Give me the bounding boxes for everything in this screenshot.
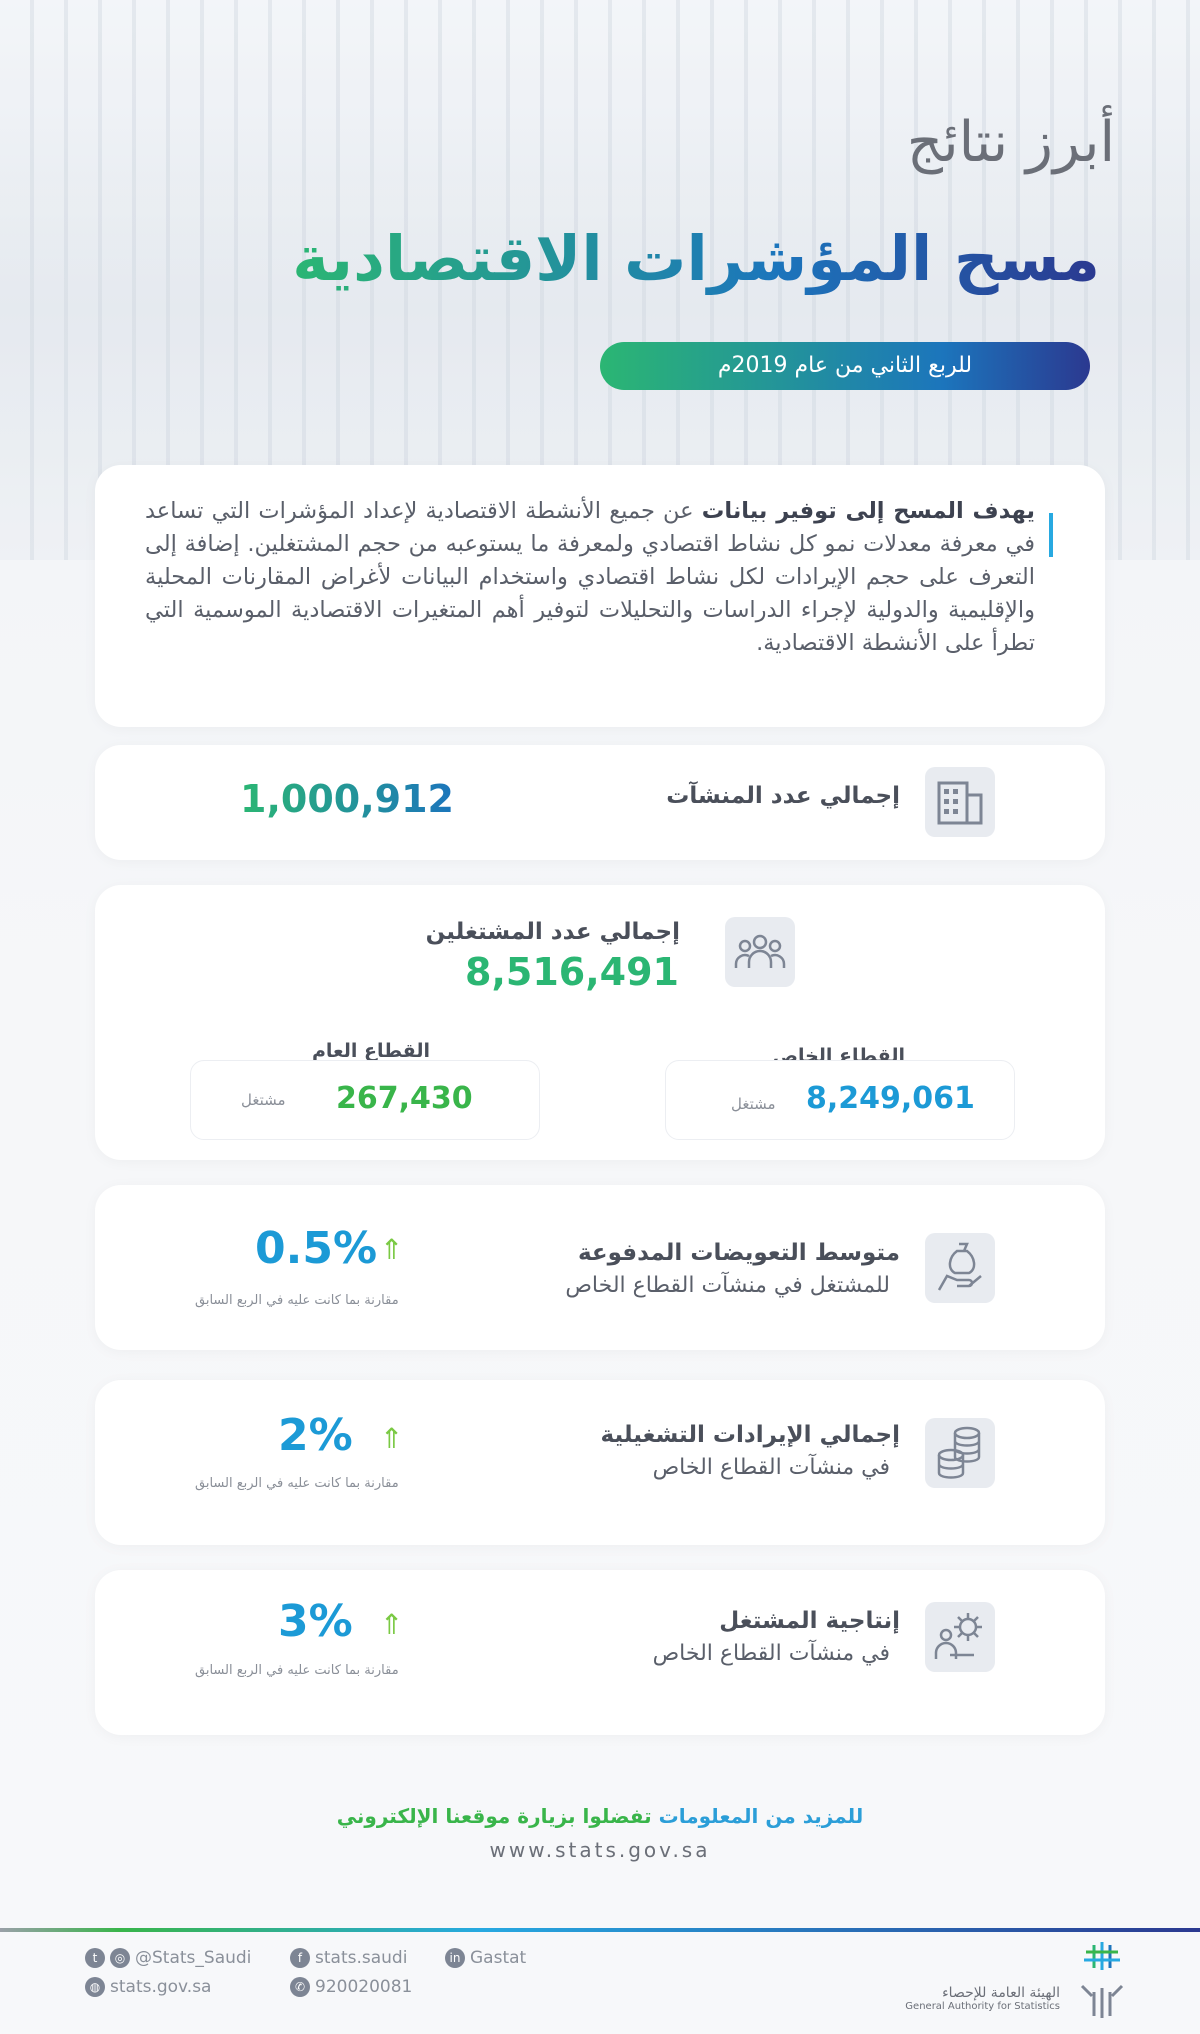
- period-badge: للربع الثاني من عام 2019م: [600, 342, 1090, 390]
- indicator-card-compensation: متوسط التعويضات المدفوعة للمشتغل في منشآ…: [95, 1185, 1105, 1350]
- org-name: الهيئة العامة للإحصاء General Authority …: [905, 1985, 1060, 2012]
- public-box: 267,430 مشتغل: [190, 1060, 540, 1140]
- page-title: مسح المؤشرات الاقتصادية: [292, 222, 1100, 295]
- facebook-handle: stats.saudi: [315, 1948, 408, 1968]
- private-unit: مشتغل: [731, 1095, 776, 1113]
- org-name-ar: الهيئة العامة للإحصاء: [942, 1985, 1060, 2001]
- facebook-icon: f: [290, 1948, 310, 1968]
- private-value: 8,249,061: [806, 1081, 975, 1116]
- indicator-note: مقارنة بما كانت عليه في الربع السابق: [195, 1476, 399, 1491]
- building-icon: [925, 767, 995, 837]
- accent-bar: [1049, 513, 1053, 557]
- website-link[interactable]: www.stats.gov.sa: [489, 1838, 711, 1862]
- indicator-card-productivity: إنتاجية المشتغل في منشآت القطاع الخاص ⇑ …: [95, 1570, 1105, 1735]
- arrow-up-icon: ⇑: [380, 1233, 404, 1266]
- intro-text: عن جميع الأنشطة الاقتصادية لإعداد المؤشر…: [145, 498, 1035, 656]
- globe-icon: ◍: [85, 1977, 105, 1997]
- gastat-logo: [1072, 1940, 1132, 2024]
- employees-label: إجمالي عدد المشتغلين: [425, 919, 680, 945]
- intro-bold: يهدف المسح إلى توفير بيانات: [701, 498, 1035, 524]
- twitter-handle: @Stats_Saudi: [135, 1948, 252, 1968]
- web-link[interactable]: ◍ stats.gov.sa: [85, 1977, 211, 1997]
- linkedin-link[interactable]: in Gastat: [445, 1948, 526, 1968]
- indicator-value: 0.5%: [255, 1223, 378, 1274]
- phone-link[interactable]: ✆ 920020081: [290, 1977, 412, 1997]
- indicator-note: مقارنة بما كانت عليه في الربع السابق: [195, 1293, 399, 1308]
- indicator-value: 2%: [278, 1410, 353, 1461]
- twitter-link[interactable]: t ◎ @Stats_Saudi: [85, 1948, 251, 1968]
- indicator-subtitle: في منشآت القطاع الخاص: [652, 1641, 890, 1666]
- footer-divider: [0, 1928, 1200, 1932]
- establishments-value: 1,000,912: [240, 777, 454, 821]
- public-label: القطاع العام: [312, 1040, 430, 1062]
- establishments-card: إجمالي عدد المنشآت 1,000,912: [95, 745, 1105, 860]
- gear-worker-icon: [925, 1602, 995, 1672]
- arrow-up-icon: ⇑: [380, 1608, 404, 1641]
- indicator-title: متوسط التعويضات المدفوعة: [577, 1240, 900, 1266]
- facebook-link[interactable]: f stats.saudi: [290, 1948, 407, 1968]
- linkedin-icon: in: [445, 1948, 465, 1968]
- money-bag-hand-icon: [925, 1233, 995, 1303]
- indicator-title: إجمالي الإيرادات التشغيلية: [600, 1422, 900, 1448]
- employees-value: 8,516,491: [465, 950, 679, 994]
- coins-stack-icon: [925, 1418, 995, 1488]
- public-value: 267,430: [336, 1081, 473, 1116]
- establishments-label: إجمالي عدد المنشآت: [666, 783, 900, 809]
- employees-card: إجمالي عدد المشتغلين 8,516,491 القطاع ال…: [95, 885, 1105, 1160]
- public-unit: مشتغل: [241, 1091, 286, 1109]
- indicator-subtitle: في منشآت القطاع الخاص: [652, 1455, 890, 1480]
- indicator-subtitle: للمشتغل في منشآت القطاع الخاص: [565, 1273, 890, 1298]
- phone-number: 920020081: [315, 1977, 413, 1997]
- org-name-en: General Authority for Statistics: [905, 2001, 1060, 2012]
- intro-card: يهدف المسح إلى توفير بيانات عن جميع الأن…: [95, 465, 1105, 727]
- instagram-icon: ◎: [110, 1948, 130, 1968]
- private-box: 8,249,061 مشتغل: [665, 1060, 1015, 1140]
- phone-icon: ✆: [290, 1977, 310, 1997]
- title-line1: أبرز نتائج: [906, 110, 1115, 175]
- twitter-icon: t: [85, 1948, 105, 1968]
- indicator-card-revenue: إجمالي الإيرادات التشغيلية في منشآت القط…: [95, 1380, 1105, 1545]
- more-info-b: تفضلوا بزيارة موقعنا الإلكتروني: [336, 1804, 659, 1828]
- web-address: stats.gov.sa: [110, 1977, 212, 1997]
- indicator-value: 3%: [278, 1596, 353, 1647]
- linkedin-handle: Gastat: [470, 1948, 527, 1968]
- arrow-up-icon: ⇑: [380, 1422, 404, 1455]
- more-info-text: للمزيد من المعلومات تفضلوا بزيارة موقعنا…: [0, 1804, 1200, 1828]
- people-icon: [725, 917, 795, 987]
- indicator-title: إنتاجية المشتغل: [719, 1608, 900, 1634]
- indicator-note: مقارنة بما كانت عليه في الربع السابق: [195, 1663, 399, 1678]
- more-info-a: للمزيد من المعلومات: [658, 1804, 864, 1828]
